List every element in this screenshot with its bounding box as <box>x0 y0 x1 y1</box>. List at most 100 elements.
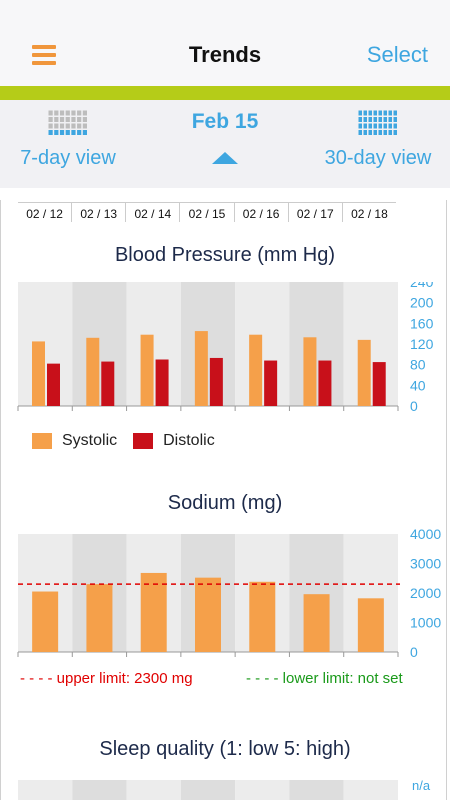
grid-cell <box>48 130 53 135</box>
sodium-chart-title: Sodium (mg) <box>167 492 283 514</box>
grid-cell <box>393 123 397 129</box>
systolic-swatch <box>32 433 52 449</box>
systolic-bar[interactable] <box>303 337 317 406</box>
column-band <box>126 282 181 406</box>
y-tick-label: 200 <box>410 295 434 311</box>
grid-cell <box>48 117 53 122</box>
grid-cell <box>71 123 76 129</box>
date-cell[interactable]: 02 / 13 <box>71 203 125 222</box>
systolic-bar[interactable] <box>357 339 371 406</box>
select-button[interactable]: Select <box>366 42 428 67</box>
date-cell[interactable]: 02 / 17 <box>287 203 342 222</box>
column-band <box>126 780 181 800</box>
date-header-row: 02 / 12 02 / 13 02 / 14 02 / 15 02 / 16 02 / … <box>18 202 396 222</box>
grid-cell <box>373 130 377 135</box>
grid-cell <box>71 117 76 122</box>
grid-cell <box>388 123 392 129</box>
distolic-bar[interactable] <box>372 362 386 406</box>
current-date-label: Feb 15 <box>191 110 259 133</box>
top-nav-bar: Trends Select <box>0 0 450 86</box>
column-band <box>343 780 398 800</box>
grid-cell <box>77 123 82 129</box>
distolic-bar[interactable] <box>264 360 278 406</box>
systolic-bar[interactable] <box>32 341 45 406</box>
column-band <box>235 780 290 800</box>
grid-cell <box>388 117 392 122</box>
date-cell[interactable]: 02 / 15 <box>179 203 233 222</box>
trends-content[interactable]: 02 / 12 02 / 13 02 / 14 02 / 15 02 / 16 02 / … <box>0 188 450 800</box>
left-border <box>0 200 1 800</box>
date-cell[interactable]: 02 / 14 <box>125 203 179 222</box>
date-cell[interactable]: 02 / 18 <box>341 203 396 222</box>
sodium-bar[interactable] <box>249 581 276 652</box>
sodium-bar[interactable] <box>357 598 384 652</box>
sodium-bar[interactable] <box>195 577 221 652</box>
y-tick-label: 1000 <box>410 615 441 631</box>
right-border <box>446 200 447 800</box>
thirty-day-view-button[interactable]: 30-day view <box>312 110 444 170</box>
column-band <box>72 780 127 800</box>
grid-cell <box>82 123 87 129</box>
grid-cell <box>48 123 53 129</box>
grid-cell <box>358 130 362 135</box>
y-tick-label: 3000 <box>410 556 441 572</box>
seven-day-view-label: 7-day view <box>20 147 116 169</box>
grid-cell <box>82 110 87 116</box>
caret-up-icon[interactable] <box>212 152 238 164</box>
grid-cell <box>373 117 377 122</box>
current-date: Feb 15 <box>150 110 300 164</box>
blood-pressure-chart: 240 200 160 120 80 40 0 <box>17 282 434 414</box>
grid-cell <box>388 110 392 116</box>
distolic-bar[interactable] <box>209 357 223 406</box>
systolic-bar[interactable] <box>249 334 263 406</box>
grid-cell <box>59 117 65 122</box>
grid-cell <box>393 117 397 122</box>
column-band <box>343 282 398 406</box>
sodium-bar[interactable] <box>140 572 167 652</box>
lower-limit-label: - - - - lower limit: not set <box>246 670 403 687</box>
column-band <box>72 282 127 406</box>
grid-cell <box>59 130 65 135</box>
bp-legend: Systolic Distolic <box>32 432 231 450</box>
grid-cell <box>77 117 82 122</box>
systolic-bar[interactable] <box>140 334 154 406</box>
date-cell[interactable]: 02 / 12 <box>26 207 63 221</box>
thirty-day-view-label: 30-day view <box>324 147 432 169</box>
systolic-bar[interactable] <box>194 331 208 406</box>
grid-cell <box>54 130 59 135</box>
distolic-bar[interactable] <box>47 363 60 406</box>
distolic-swatch <box>133 433 154 449</box>
grid-cell <box>65 117 70 122</box>
sodium-bar[interactable] <box>303 594 330 652</box>
grid-cell <box>59 110 65 116</box>
date-cell[interactable]: 02 / 16 <box>233 203 288 222</box>
distolic-bar[interactable] <box>155 359 169 407</box>
hamburger-menu-icon[interactable] <box>32 45 56 65</box>
grid-cell <box>54 110 59 116</box>
grid-cell <box>363 130 367 135</box>
view-selector: 7-day view Feb 15 30-day view <box>0 100 450 188</box>
distolic-bar[interactable] <box>101 361 115 406</box>
sodium-bar[interactable] <box>86 584 113 652</box>
y-tick-label: 0 <box>410 398 418 414</box>
grid-cell <box>383 117 387 122</box>
grid-cell <box>383 130 387 135</box>
seven-day-view-button[interactable]: 7-day view <box>8 110 128 170</box>
systolic-bar[interactable] <box>86 337 100 406</box>
grid-cell <box>77 130 82 135</box>
grid-cell <box>71 130 76 135</box>
grid-cell <box>368 130 372 135</box>
grid-cell <box>82 117 87 122</box>
grid-cell <box>363 123 367 129</box>
grid-cell <box>77 110 82 116</box>
y-tick-label: 40 <box>410 377 426 393</box>
grid-cell <box>54 117 59 122</box>
y-tick-label: 0 <box>410 644 418 660</box>
grid-cell <box>378 130 382 135</box>
distolic-bar[interactable] <box>318 360 332 406</box>
y-tick-label: 2000 <box>410 585 441 601</box>
column-band <box>235 282 290 406</box>
sodium-bar[interactable] <box>32 591 59 652</box>
column-band <box>18 780 73 800</box>
week-grid-icon <box>48 110 87 135</box>
